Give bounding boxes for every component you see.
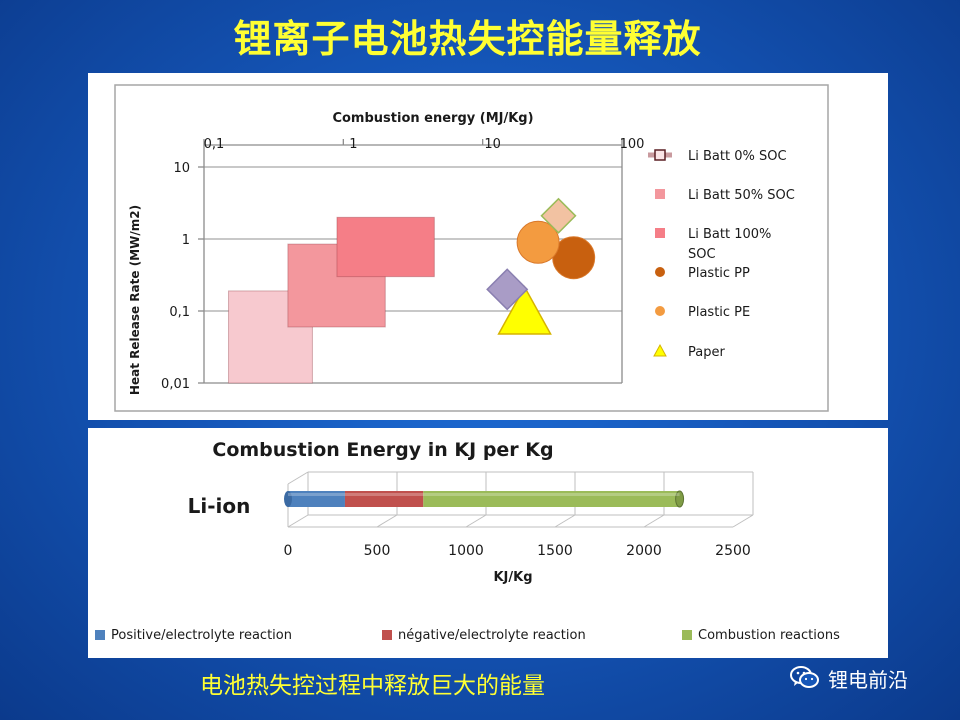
legend-item: Paper bbox=[653, 343, 725, 360]
legend-swatch bbox=[654, 149, 666, 161]
y-axis-title: Heat Release Rate (MW/m2) bbox=[128, 205, 142, 395]
legend-item: Plastic PP bbox=[655, 266, 750, 281]
bar-floor-tick bbox=[732, 514, 754, 528]
legend-label: Plastic PE bbox=[688, 305, 750, 320]
legend-label: Paper bbox=[688, 345, 725, 360]
x-tick-label: 1 bbox=[349, 137, 357, 152]
bar-legend-label: négative/electrolyte reaction bbox=[398, 628, 586, 643]
legend-item: Li Batt 100% SOC bbox=[655, 227, 771, 262]
bar-segment-négative bbox=[344, 491, 424, 507]
data-point-plastic-pe bbox=[516, 220, 560, 264]
y-tick-label: 0,1 bbox=[169, 305, 190, 320]
watermark: 锂电前沿 bbox=[790, 664, 908, 692]
bar-legend-item: négative/electrolyte reaction bbox=[382, 628, 586, 643]
y-tick-label: 0,01 bbox=[161, 377, 190, 392]
bar-x-axis-title: KJ/Kg bbox=[493, 570, 532, 585]
legend-label: Plastic PP bbox=[688, 266, 750, 281]
bar-x-tick-label: 500 bbox=[364, 543, 391, 559]
data-point-diamond bbox=[486, 268, 529, 311]
chart-area-border bbox=[114, 84, 829, 412]
legend-swatch bbox=[655, 306, 665, 316]
bar-legend-swatch bbox=[95, 630, 105, 640]
legend-item: Li Batt 50% SOC bbox=[655, 188, 795, 203]
data-point-paper bbox=[497, 285, 552, 335]
bar-segment-positive bbox=[288, 491, 345, 507]
data-point-diamond bbox=[540, 197, 577, 234]
legend-item: Li Batt 0% SOC bbox=[648, 149, 787, 164]
x-tick-label: 0,1 bbox=[204, 137, 225, 152]
bar-highlight bbox=[288, 493, 680, 496]
bar-x-tick-label: 2500 bbox=[715, 543, 751, 559]
data-point-li-batt-100-soc bbox=[336, 216, 435, 278]
bar-floor-tick bbox=[554, 514, 576, 528]
bar-chart-panel: Combustion Energy in KJ per Kg Li-ion 0 5… bbox=[88, 428, 888, 658]
legend-swatch bbox=[655, 228, 665, 238]
legend-label: Li Batt 100% bbox=[688, 227, 771, 242]
bar-legend-swatch bbox=[682, 630, 692, 640]
legend-label-cont: SOC bbox=[688, 247, 716, 262]
bar-x-tick-label: 1000 bbox=[448, 543, 484, 559]
bar-legend-item: Positive/electrolyte reaction bbox=[95, 628, 292, 643]
scatter-chart-panel: Combustion energy (MJ/Kg) 0,1 1 10 100 10 1 0… bbox=[88, 73, 888, 420]
legend-label: Li Batt 0% SOC bbox=[688, 149, 787, 164]
x-axis-title: Combustion energy (MJ/Kg) bbox=[332, 111, 533, 126]
bar-floor-tick bbox=[643, 514, 665, 528]
bar-x-tick-label: 2000 bbox=[626, 543, 662, 559]
data-point-li-batt-0-soc bbox=[228, 290, 313, 384]
left-wall-top bbox=[287, 471, 309, 485]
bar-floor-tick bbox=[376, 514, 398, 528]
y-tick-label: 10 bbox=[173, 161, 190, 176]
bar-cap-end bbox=[675, 490, 685, 508]
watermark-text: 锂电前沿 bbox=[828, 667, 908, 692]
x-tick-label: 100 bbox=[620, 137, 645, 152]
bar-segment-combustion bbox=[423, 491, 680, 507]
x-tick-label: 10 bbox=[484, 137, 501, 152]
bar-chart-title: Combustion Energy in KJ per Kg bbox=[212, 439, 553, 461]
bar-cap-start bbox=[284, 491, 292, 507]
legend-swatch bbox=[653, 343, 667, 357]
legend-swatch bbox=[655, 189, 665, 199]
y-tick-label: 1 bbox=[182, 233, 190, 248]
wechat-icon bbox=[790, 666, 819, 688]
scatter-chart: Combustion energy (MJ/Kg) 0,1 1 10 100 10 1 0… bbox=[114, 84, 829, 412]
bar-x-tick-label: 0 bbox=[284, 543, 293, 559]
slide-caption: 电池热失控过程中释放巨大的能量 bbox=[200, 673, 545, 699]
bar-legend-label: Combustion reactions bbox=[698, 628, 840, 643]
legend-item: Plastic PE bbox=[655, 305, 750, 320]
bar-legend-swatch bbox=[382, 630, 392, 640]
legend-swatch bbox=[655, 267, 665, 277]
bar-floor-tick bbox=[287, 514, 309, 528]
bar-floor-tick bbox=[465, 514, 487, 528]
category-label-li-ion: Li-ion bbox=[188, 494, 251, 518]
bar-legend-label: Positive/electrolyte reaction bbox=[111, 628, 292, 643]
legend-label: Li Batt 50% SOC bbox=[688, 188, 795, 203]
bar-legend-item: Combustion reactions bbox=[682, 628, 840, 643]
bar-x-tick-label: 1500 bbox=[537, 543, 573, 559]
bar-chart: Combustion Energy in KJ per Kg Li-ion 0 5… bbox=[95, 439, 840, 643]
slide-title: 锂离子电池热失控能量释放 bbox=[233, 17, 702, 61]
